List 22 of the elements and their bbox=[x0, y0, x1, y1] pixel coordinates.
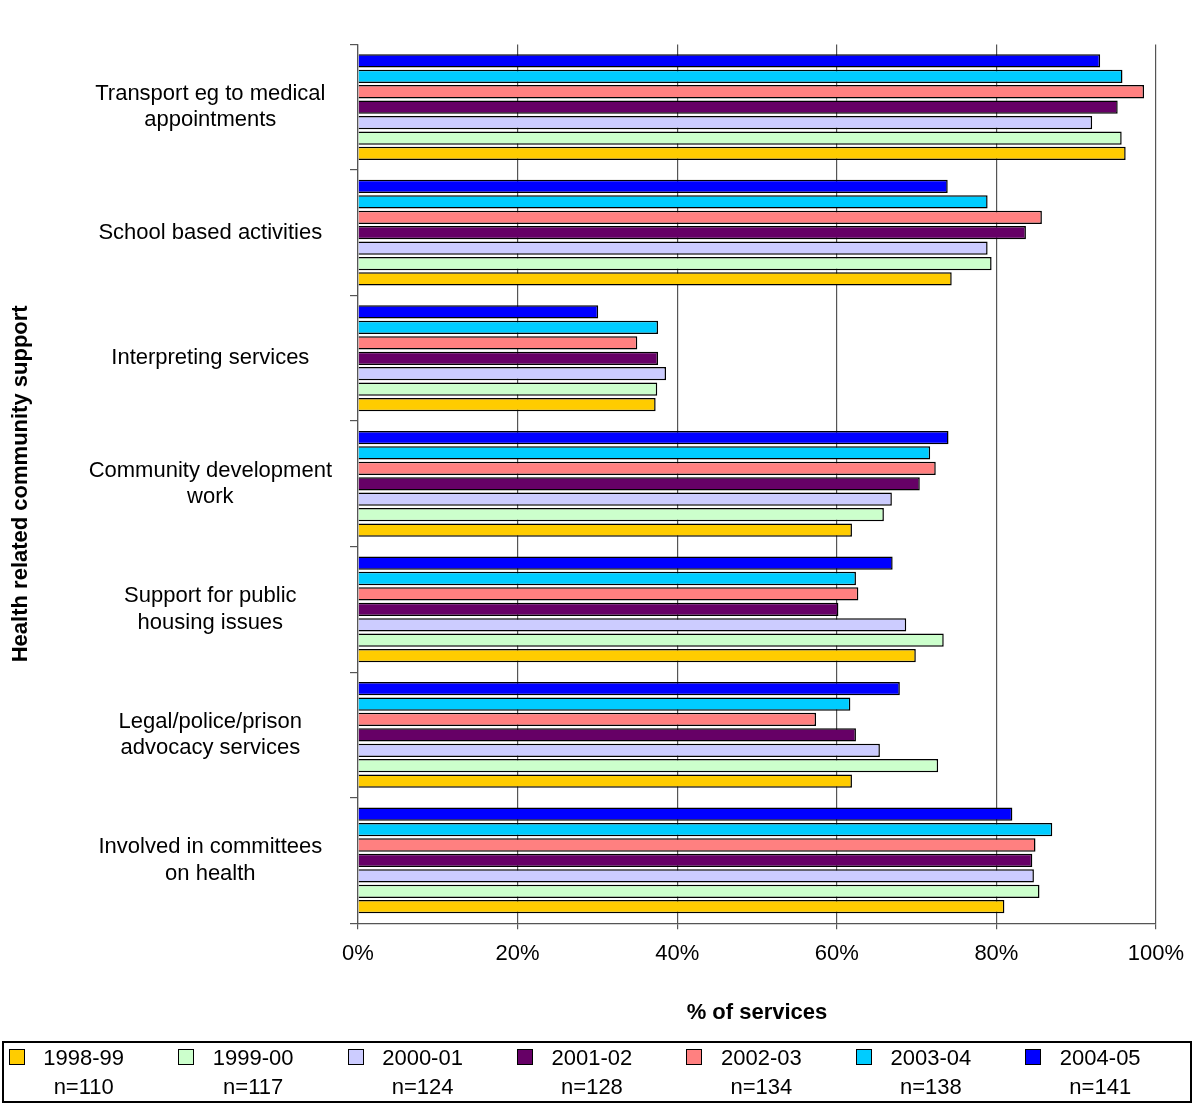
y-axis-title: Health related community support bbox=[7, 304, 33, 663]
legend-label: 1998-99 n=110 bbox=[42, 1044, 126, 1101]
x-tick-label: 100% bbox=[1127, 940, 1185, 966]
x-tick-label: 60% bbox=[814, 940, 859, 966]
y-tick-label: Support for public housing issues bbox=[124, 582, 297, 634]
x-tick-label: 80% bbox=[974, 940, 1019, 966]
legend-label: 2003-04 n=138 bbox=[889, 1044, 973, 1101]
legend-label: 2002-03 n=134 bbox=[720, 1044, 803, 1101]
y-tick-label: School based activities bbox=[98, 218, 323, 244]
legend-label: 2001-02 n=128 bbox=[550, 1044, 634, 1101]
legend-label: 2000-01 n=124 bbox=[381, 1044, 464, 1101]
x-tick-label: 20% bbox=[495, 940, 540, 966]
y-tick-label: Community development work bbox=[88, 456, 333, 509]
y-tick-label: Transport eg to medical appointments bbox=[95, 80, 326, 132]
y-tick-label: Legal/police/prison advocacy services bbox=[118, 707, 303, 760]
y-tick-label: Involved in committees on health bbox=[98, 833, 323, 885]
x-axis-title: % of services bbox=[686, 998, 828, 1024]
y-tick-label: Interpreting services bbox=[111, 344, 310, 370]
x-tick-label: 0% bbox=[342, 940, 374, 966]
legend-label: 1999-00 n=117 bbox=[211, 1044, 295, 1101]
x-tick-label: 40% bbox=[655, 940, 700, 966]
legend-label: 2004-05 n=141 bbox=[1058, 1044, 1142, 1101]
